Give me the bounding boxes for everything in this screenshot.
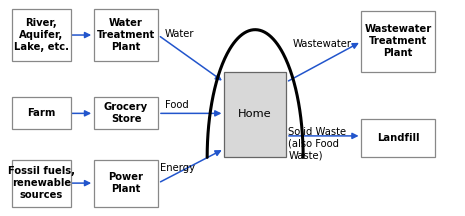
FancyBboxPatch shape — [12, 9, 71, 61]
FancyBboxPatch shape — [94, 9, 158, 61]
Text: Fossil fuels,
renewable
sources: Fossil fuels, renewable sources — [8, 166, 75, 200]
Text: Wastewater: Wastewater — [293, 39, 352, 49]
Text: Farm: Farm — [27, 108, 56, 118]
FancyBboxPatch shape — [94, 159, 158, 207]
Text: Food: Food — [165, 100, 189, 110]
Text: Solid Waste
(also Food
Waste): Solid Waste (also Food Waste) — [288, 127, 346, 160]
Text: Grocery
Store: Grocery Store — [104, 102, 148, 124]
Text: Water
Treatment
Plant: Water Treatment Plant — [97, 18, 155, 52]
FancyBboxPatch shape — [224, 71, 286, 157]
FancyBboxPatch shape — [12, 159, 71, 207]
Text: Landfill: Landfill — [377, 133, 419, 143]
FancyBboxPatch shape — [361, 119, 435, 157]
Text: Power
Plant: Power Plant — [108, 172, 144, 194]
Text: Water: Water — [165, 29, 194, 39]
Text: River,
Aquifer,
Lake, etc.: River, Aquifer, Lake, etc. — [14, 18, 69, 52]
FancyBboxPatch shape — [94, 97, 158, 129]
Text: Home: Home — [239, 110, 272, 119]
Text: Wastewater
Treatment
Plant: Wastewater Treatment Plant — [365, 24, 432, 59]
FancyBboxPatch shape — [12, 97, 71, 129]
Text: Energy: Energy — [160, 164, 195, 173]
FancyBboxPatch shape — [361, 11, 435, 71]
